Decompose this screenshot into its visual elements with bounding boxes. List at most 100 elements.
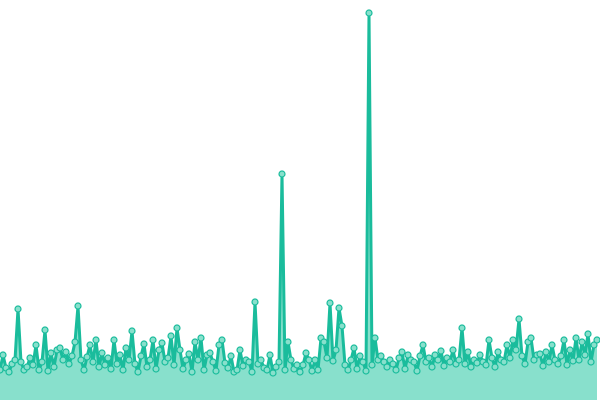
data-point [0,351,7,359]
data-point [272,363,280,371]
data-point [545,358,553,366]
data-point [383,363,391,371]
data-point [308,367,316,375]
data-point [593,336,600,344]
data-point [119,366,127,374]
data-point [98,349,106,357]
data-point [473,359,481,367]
data-point [29,361,37,369]
data-point [488,354,496,362]
data-point [518,352,526,360]
data-point [80,366,88,374]
data-point [188,368,196,376]
data-point [191,338,199,346]
data-point [212,367,220,375]
data-point [263,366,271,374]
data-point [485,336,493,344]
data-point [197,334,205,342]
data-point [296,368,304,376]
data-point [344,366,352,374]
data-point [494,348,502,356]
data-point [482,361,490,369]
data-point [131,360,139,368]
data-point [164,354,172,362]
data-point [578,338,586,346]
data-point [206,349,214,357]
data-point [449,346,457,354]
data-point [563,361,571,369]
data-point [50,363,58,371]
data-point [356,352,364,360]
data-point [107,365,115,373]
data-point [455,356,463,364]
data-point [17,358,25,366]
data-point [77,356,85,364]
data-point [227,352,235,360]
data-point [68,352,76,360]
data-point [506,354,514,362]
data-point [95,363,103,371]
data-point [143,363,151,371]
data-point [257,356,265,364]
data-point [89,358,97,366]
data-point [0,366,4,374]
data-point [299,361,307,369]
data-point [320,338,328,346]
data-point [410,358,418,366]
data-point [5,368,13,376]
data-point [152,365,160,373]
data-point [209,358,217,366]
data-point [377,352,385,360]
data-point [440,362,448,370]
data-point [380,358,388,366]
data-point [236,346,244,354]
data-point [428,363,436,371]
data-point [38,358,46,366]
data-point [581,351,589,359]
data-point [362,367,370,375]
data-point [185,350,193,358]
data-point [137,352,145,360]
data-point [26,354,34,362]
data-point [584,330,592,338]
data-point [173,324,181,332]
data-point [170,361,178,369]
data-point [62,348,70,356]
data-point [113,360,121,368]
data-point [128,327,136,335]
data-point [500,358,508,366]
data-point [515,315,523,323]
data-point [338,322,346,330]
data-point [47,349,55,357]
data-point [554,360,562,368]
data-point [557,352,565,360]
data-point [461,360,469,368]
data-point [281,366,289,374]
data-point [83,353,91,361]
data-point [278,170,286,178]
data-point [491,363,499,371]
data-point [167,332,175,340]
data-point [11,356,19,364]
series-line [0,11,599,375]
data-point [512,346,520,354]
data-point [155,346,163,354]
data-point [116,351,124,359]
data-point [14,305,22,313]
data-point [221,359,229,367]
data-point [392,366,400,374]
data-point [590,341,598,349]
data-point [398,348,406,356]
data-point [521,360,529,368]
data-point [401,365,409,373]
data-point [110,336,118,344]
data-point [353,365,361,373]
data-point [419,341,427,349]
data-points [0,9,600,377]
data-point [71,338,79,346]
data-point [302,349,310,357]
data-point [329,357,337,365]
data-point [530,356,538,364]
data-point [65,360,73,368]
data-point [566,346,574,354]
